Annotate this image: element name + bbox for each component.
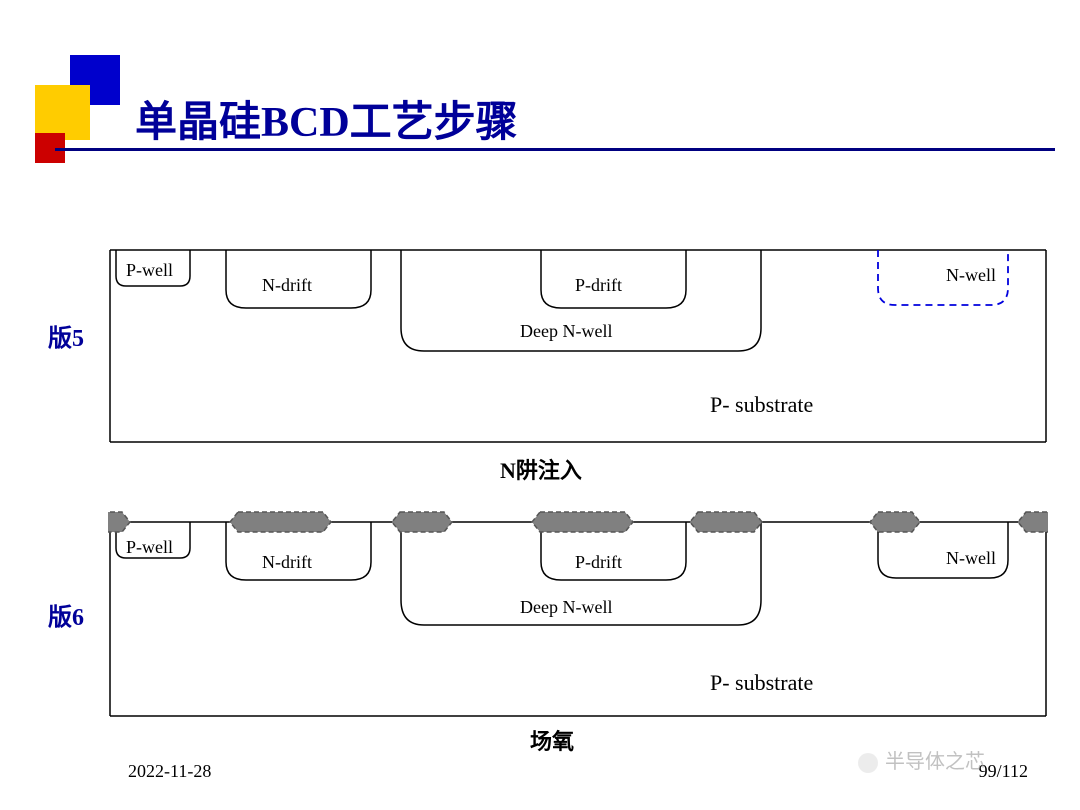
v5-nwell-label: N-well: [946, 265, 996, 286]
v6-deepnwell-label: Deep N-well: [520, 597, 612, 618]
v6-pwell-label: P-well: [126, 537, 173, 558]
v6-nwell-label: N-well: [946, 548, 996, 569]
page-title: 单晶硅BCD工艺步骤: [135, 88, 518, 149]
watermark: 半导体之芯: [856, 745, 985, 775]
footer-page: 99/112: [979, 761, 1028, 782]
v5-substrate-label: P- substrate: [710, 392, 813, 418]
v6-pdrift-label: P-drift: [575, 552, 622, 573]
v5-ndrift-label: N-drift: [262, 275, 312, 296]
v6-caption: 场氧: [530, 724, 574, 756]
version5-label: 版5: [48, 318, 84, 353]
v6-substrate-label: P- substrate: [710, 670, 813, 696]
v5-pwell-label: P-well: [126, 260, 173, 281]
v5-deepnwell-label: Deep N-well: [520, 321, 612, 342]
footer-date: 2022-11-28: [128, 761, 211, 782]
v6-ndrift-label: N-drift: [262, 552, 312, 573]
version6-label: 版6: [48, 597, 84, 632]
v5-caption: N阱注入: [500, 453, 582, 485]
v5-pdrift-label: P-drift: [575, 275, 622, 296]
title-underline: [55, 148, 1055, 151]
